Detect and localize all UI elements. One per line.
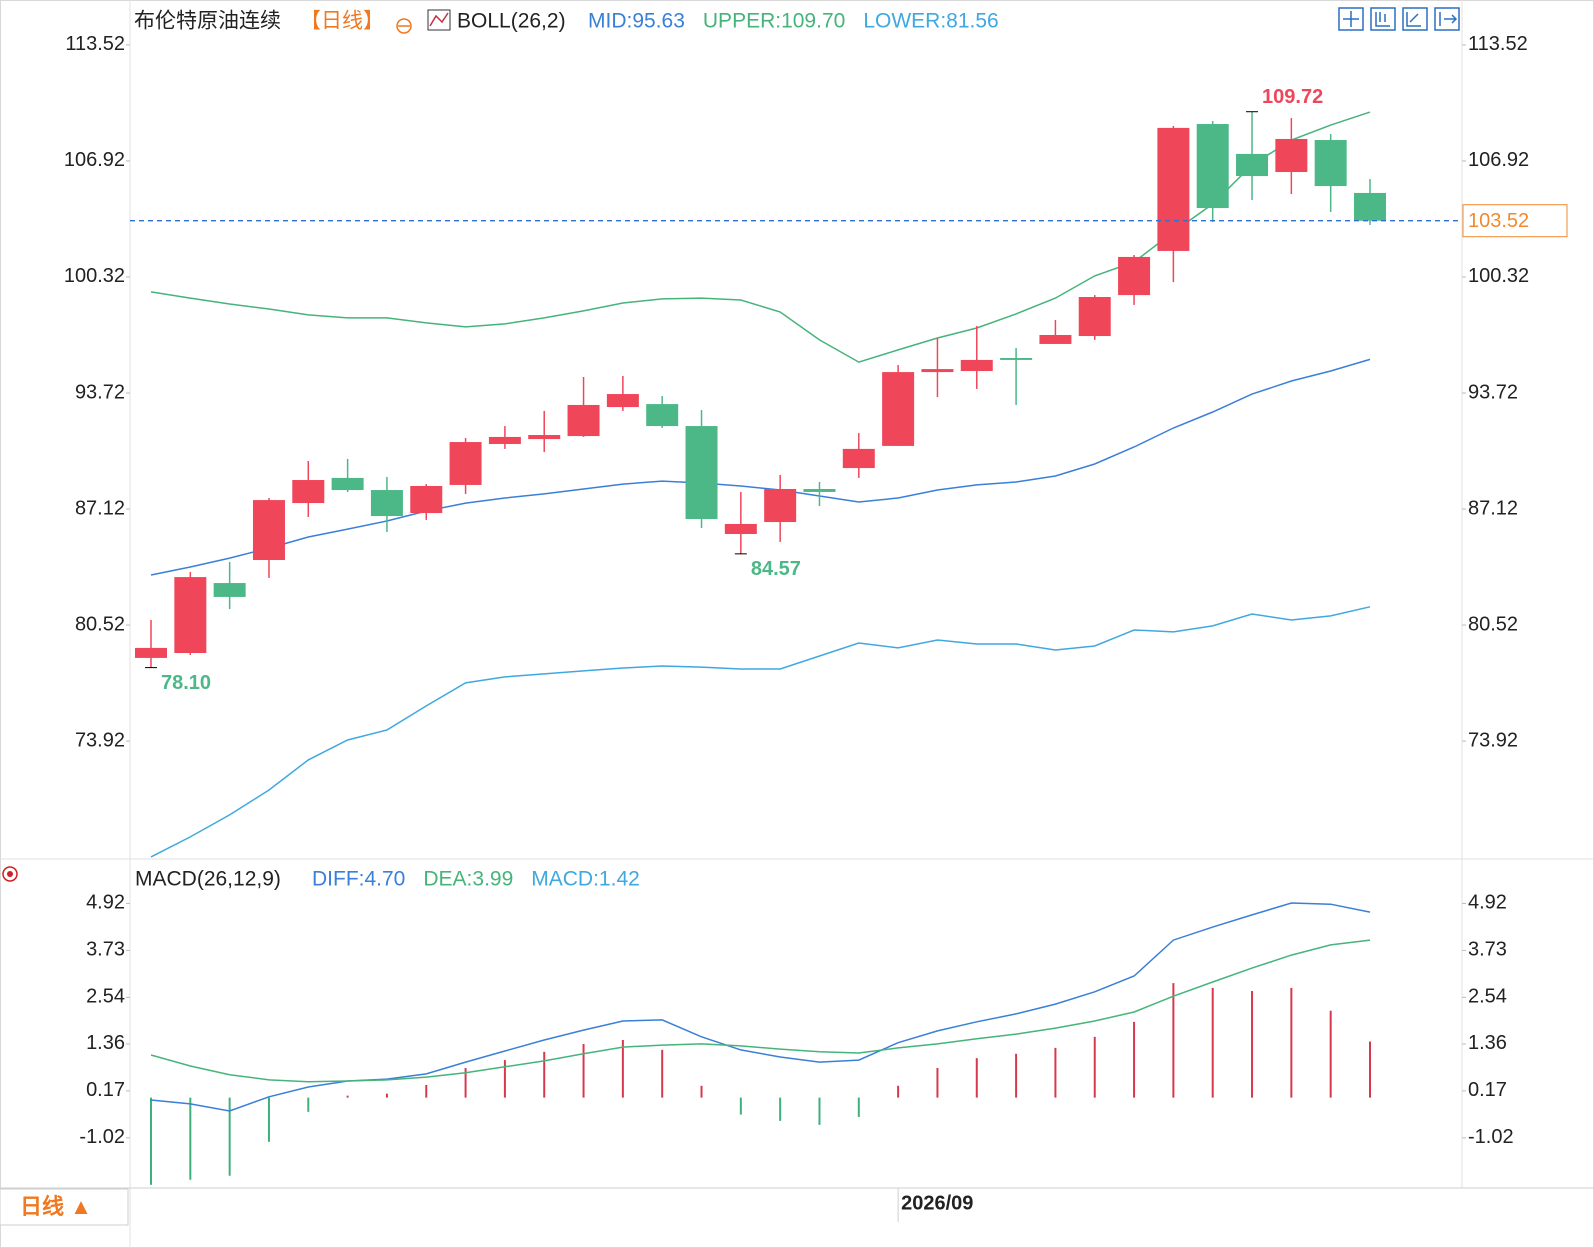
instrument-title: 布伦特原油连续 xyxy=(134,10,281,33)
y-tick-label: 3.73 xyxy=(86,939,125,961)
y-tick-label: 113.52 xyxy=(65,33,125,55)
y-tick-label: -1.02 xyxy=(79,1126,125,1148)
y-tick-label: 2.54 xyxy=(86,986,125,1008)
indicator-line xyxy=(150,358,1371,576)
candle-body xyxy=(803,488,836,492)
low-label: 78.10 xyxy=(161,672,211,694)
candle-body xyxy=(1157,127,1190,251)
high-label: 109.72 xyxy=(1262,86,1323,108)
candle-body xyxy=(921,369,954,373)
y-tick-label: 1.36 xyxy=(86,1032,125,1054)
candle-body xyxy=(1275,138,1308,173)
period-button-box[interactable] xyxy=(0,1188,129,1226)
y-tick-label: 87.12 xyxy=(75,497,125,519)
candle-body xyxy=(213,583,246,597)
y2-tick-label: 3.73 xyxy=(1468,939,1507,961)
legend-entry: DEA:3.99 xyxy=(423,868,513,891)
indicator-line xyxy=(150,939,1371,1083)
candle-body xyxy=(960,359,993,372)
candle-body xyxy=(685,426,718,520)
candle-body xyxy=(764,488,797,523)
y-tick-label: 80.52 xyxy=(75,613,125,635)
legend-entry: MACD:1.42 xyxy=(531,868,640,891)
candle-body xyxy=(1039,334,1072,344)
y2-tick-label: 80.52 xyxy=(1468,613,1518,635)
y2-tick-label: -1.02 xyxy=(1468,1126,1514,1148)
y-tick-label: 4.92 xyxy=(86,892,125,914)
candle-body xyxy=(410,485,443,514)
y2-tick-label: 100.32 xyxy=(1468,265,1529,287)
candle-body xyxy=(135,647,167,658)
y2-tick-label: 87.12 xyxy=(1468,497,1518,519)
candle-body xyxy=(252,500,285,561)
indicator-icon[interactable] xyxy=(427,9,451,31)
candle-body xyxy=(488,436,521,444)
y2-tick-label: 73.92 xyxy=(1468,729,1518,751)
candle-body xyxy=(174,577,207,654)
toolbar[interactable] xyxy=(1338,7,1460,31)
candle-body xyxy=(724,523,757,534)
legend-entry: UPPER:109.70 xyxy=(703,10,845,33)
y2-tick-label: 93.72 xyxy=(1468,381,1518,403)
last-price-box xyxy=(1462,204,1568,238)
y-tick-label: 73.92 xyxy=(75,729,125,751)
y2-tick-label: 4.92 xyxy=(1468,892,1507,914)
legend-entry: MID:95.63 xyxy=(588,10,685,33)
macd-icon[interactable] xyxy=(2,866,18,882)
candle-body xyxy=(528,435,561,440)
indicator-label: BOLL(26,2) xyxy=(457,10,566,33)
candle-body xyxy=(882,372,915,446)
y2-tick-label: 113.52 xyxy=(1468,33,1528,55)
candle-body xyxy=(842,448,875,469)
low-label: 84.57 xyxy=(751,558,801,580)
y2-tick-label: 0.17 xyxy=(1468,1079,1507,1101)
y2-tick-label: 106.92 xyxy=(1468,149,1529,171)
period-button[interactable]: 日线 ▲ xyxy=(20,1194,92,1219)
legend-entry: DIFF:4.70 xyxy=(312,868,405,891)
y2-tick-label: 1.36 xyxy=(1468,1032,1507,1054)
y2-tick-label: 2.54 xyxy=(1468,986,1507,1008)
candle-body xyxy=(606,394,639,408)
candle-body xyxy=(1196,124,1229,209)
y-tick-label: 0.17 xyxy=(86,1079,125,1101)
candle-body xyxy=(1078,297,1111,337)
legend-entry: LOWER:81.56 xyxy=(863,10,998,33)
candle-body xyxy=(1354,192,1386,221)
y-tick-label: 106.92 xyxy=(64,149,125,171)
last-price-label: 103.52 xyxy=(1468,210,1529,232)
candle-body xyxy=(449,442,482,485)
period-icon[interactable] xyxy=(396,18,412,34)
candle-body xyxy=(1118,256,1151,296)
candle-body xyxy=(370,490,403,517)
candle-body xyxy=(1314,140,1347,187)
candle-body xyxy=(331,477,364,491)
candle-body xyxy=(292,480,325,504)
macd-indicator-label: MACD(26,12,9) xyxy=(135,868,281,891)
candle-body xyxy=(1000,358,1033,360)
candle-body xyxy=(1236,153,1269,177)
period-label: 【日线】 xyxy=(300,10,384,33)
y-tick-label: 93.72 xyxy=(75,381,125,403)
candle-body xyxy=(646,404,679,427)
indicator-line xyxy=(150,606,1371,858)
y-tick-label: 100.32 xyxy=(64,265,125,287)
x-tick-label: 2026/09 xyxy=(901,1192,973,1214)
candle-body xyxy=(567,404,600,437)
